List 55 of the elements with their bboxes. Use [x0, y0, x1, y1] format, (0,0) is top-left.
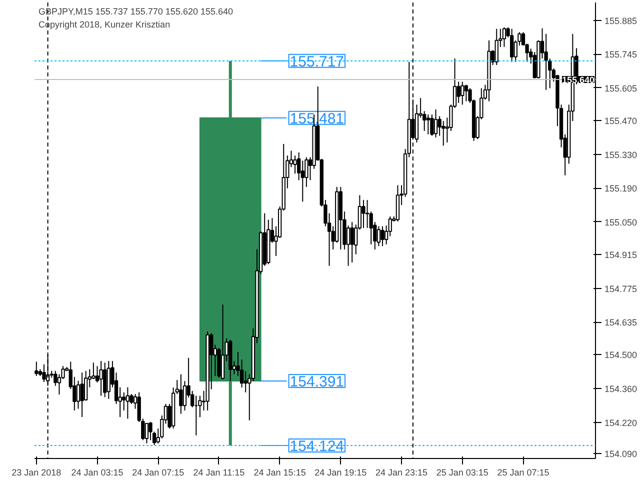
candlestick — [179, 374, 183, 414]
y-tick-label: 155.605 — [604, 83, 638, 94]
candlestick — [464, 84, 468, 102]
candlestick — [365, 199, 370, 228]
y-tick-label: 154.220 — [604, 418, 638, 428]
chart-title: GBPJPY,M15 155.737 155.770 155.620 155.640 — [38, 6, 233, 16]
x-tick-label: 25 Jan 07:15 — [497, 468, 550, 478]
candlestick — [362, 199, 366, 228]
candlestick — [122, 392, 126, 411]
y-tick-label: 154.090 — [604, 449, 638, 460]
y-tick-label: 155.330 — [604, 150, 638, 160]
candlestick — [293, 155, 297, 174]
candlestick — [434, 108, 438, 138]
candlestick — [220, 304, 225, 380]
y-tick-label: 154.915 — [604, 250, 638, 260]
x-tick-label: 24 Jan 07:15 — [132, 468, 184, 478]
candlestick — [126, 386, 130, 420]
candlestick — [376, 226, 381, 247]
y-tick-label: 155.190 — [604, 184, 638, 194]
candlestick — [380, 226, 384, 247]
x-tick-label: 24 Jan 23:15 — [376, 468, 428, 478]
candlestick — [350, 221, 354, 263]
y-tick-label: 154.635 — [604, 318, 638, 328]
annotation: 154.391 — [290, 374, 344, 391]
y-tick-label: 154.775 — [604, 284, 638, 294]
ref-line-label: 155.640 — [562, 75, 595, 86]
x-tick-label: 24 Jan 19:15 — [314, 468, 367, 478]
x-tick-label: 24 Jan 15:15 — [254, 468, 306, 478]
candlestick — [148, 422, 152, 441]
x-tick-label: 24 Jan 11:15 — [193, 468, 245, 478]
candlestick — [103, 362, 107, 398]
candlestick — [244, 370, 248, 393]
y-tick-label: 155.470 — [604, 116, 638, 126]
candlestick — [80, 372, 84, 418]
x-tick-label: 25 Jan 03:15 — [436, 468, 488, 478]
candlestick — [106, 360, 110, 400]
candlestick — [510, 28, 514, 62]
candlestick — [502, 26, 506, 48]
candlestick — [34, 361, 38, 376]
candlestick — [144, 422, 149, 444]
candlestick — [460, 81, 464, 106]
annotation: 155.717 — [290, 53, 344, 70]
annotation: 154.124 — [290, 438, 344, 455]
annotation: Copyright 2018, Kunzer Krisztian — [38, 20, 170, 30]
candlestick — [456, 81, 460, 104]
candlestick — [99, 360, 103, 396]
candlestick — [494, 28, 498, 66]
candlestick — [426, 114, 430, 135]
y-tick-label: 155.745 — [604, 50, 638, 60]
x-tick-label: 24 Jan 03:15 — [71, 468, 124, 478]
y-tick-label: 154.360 — [604, 384, 638, 394]
x-tick-label: 23 Jan 2018 — [12, 468, 62, 478]
y-tick-label: 155.050 — [604, 217, 638, 228]
y-tick-label: 155.885 — [604, 16, 638, 26]
y-tick-label: 154.500 — [604, 350, 638, 360]
